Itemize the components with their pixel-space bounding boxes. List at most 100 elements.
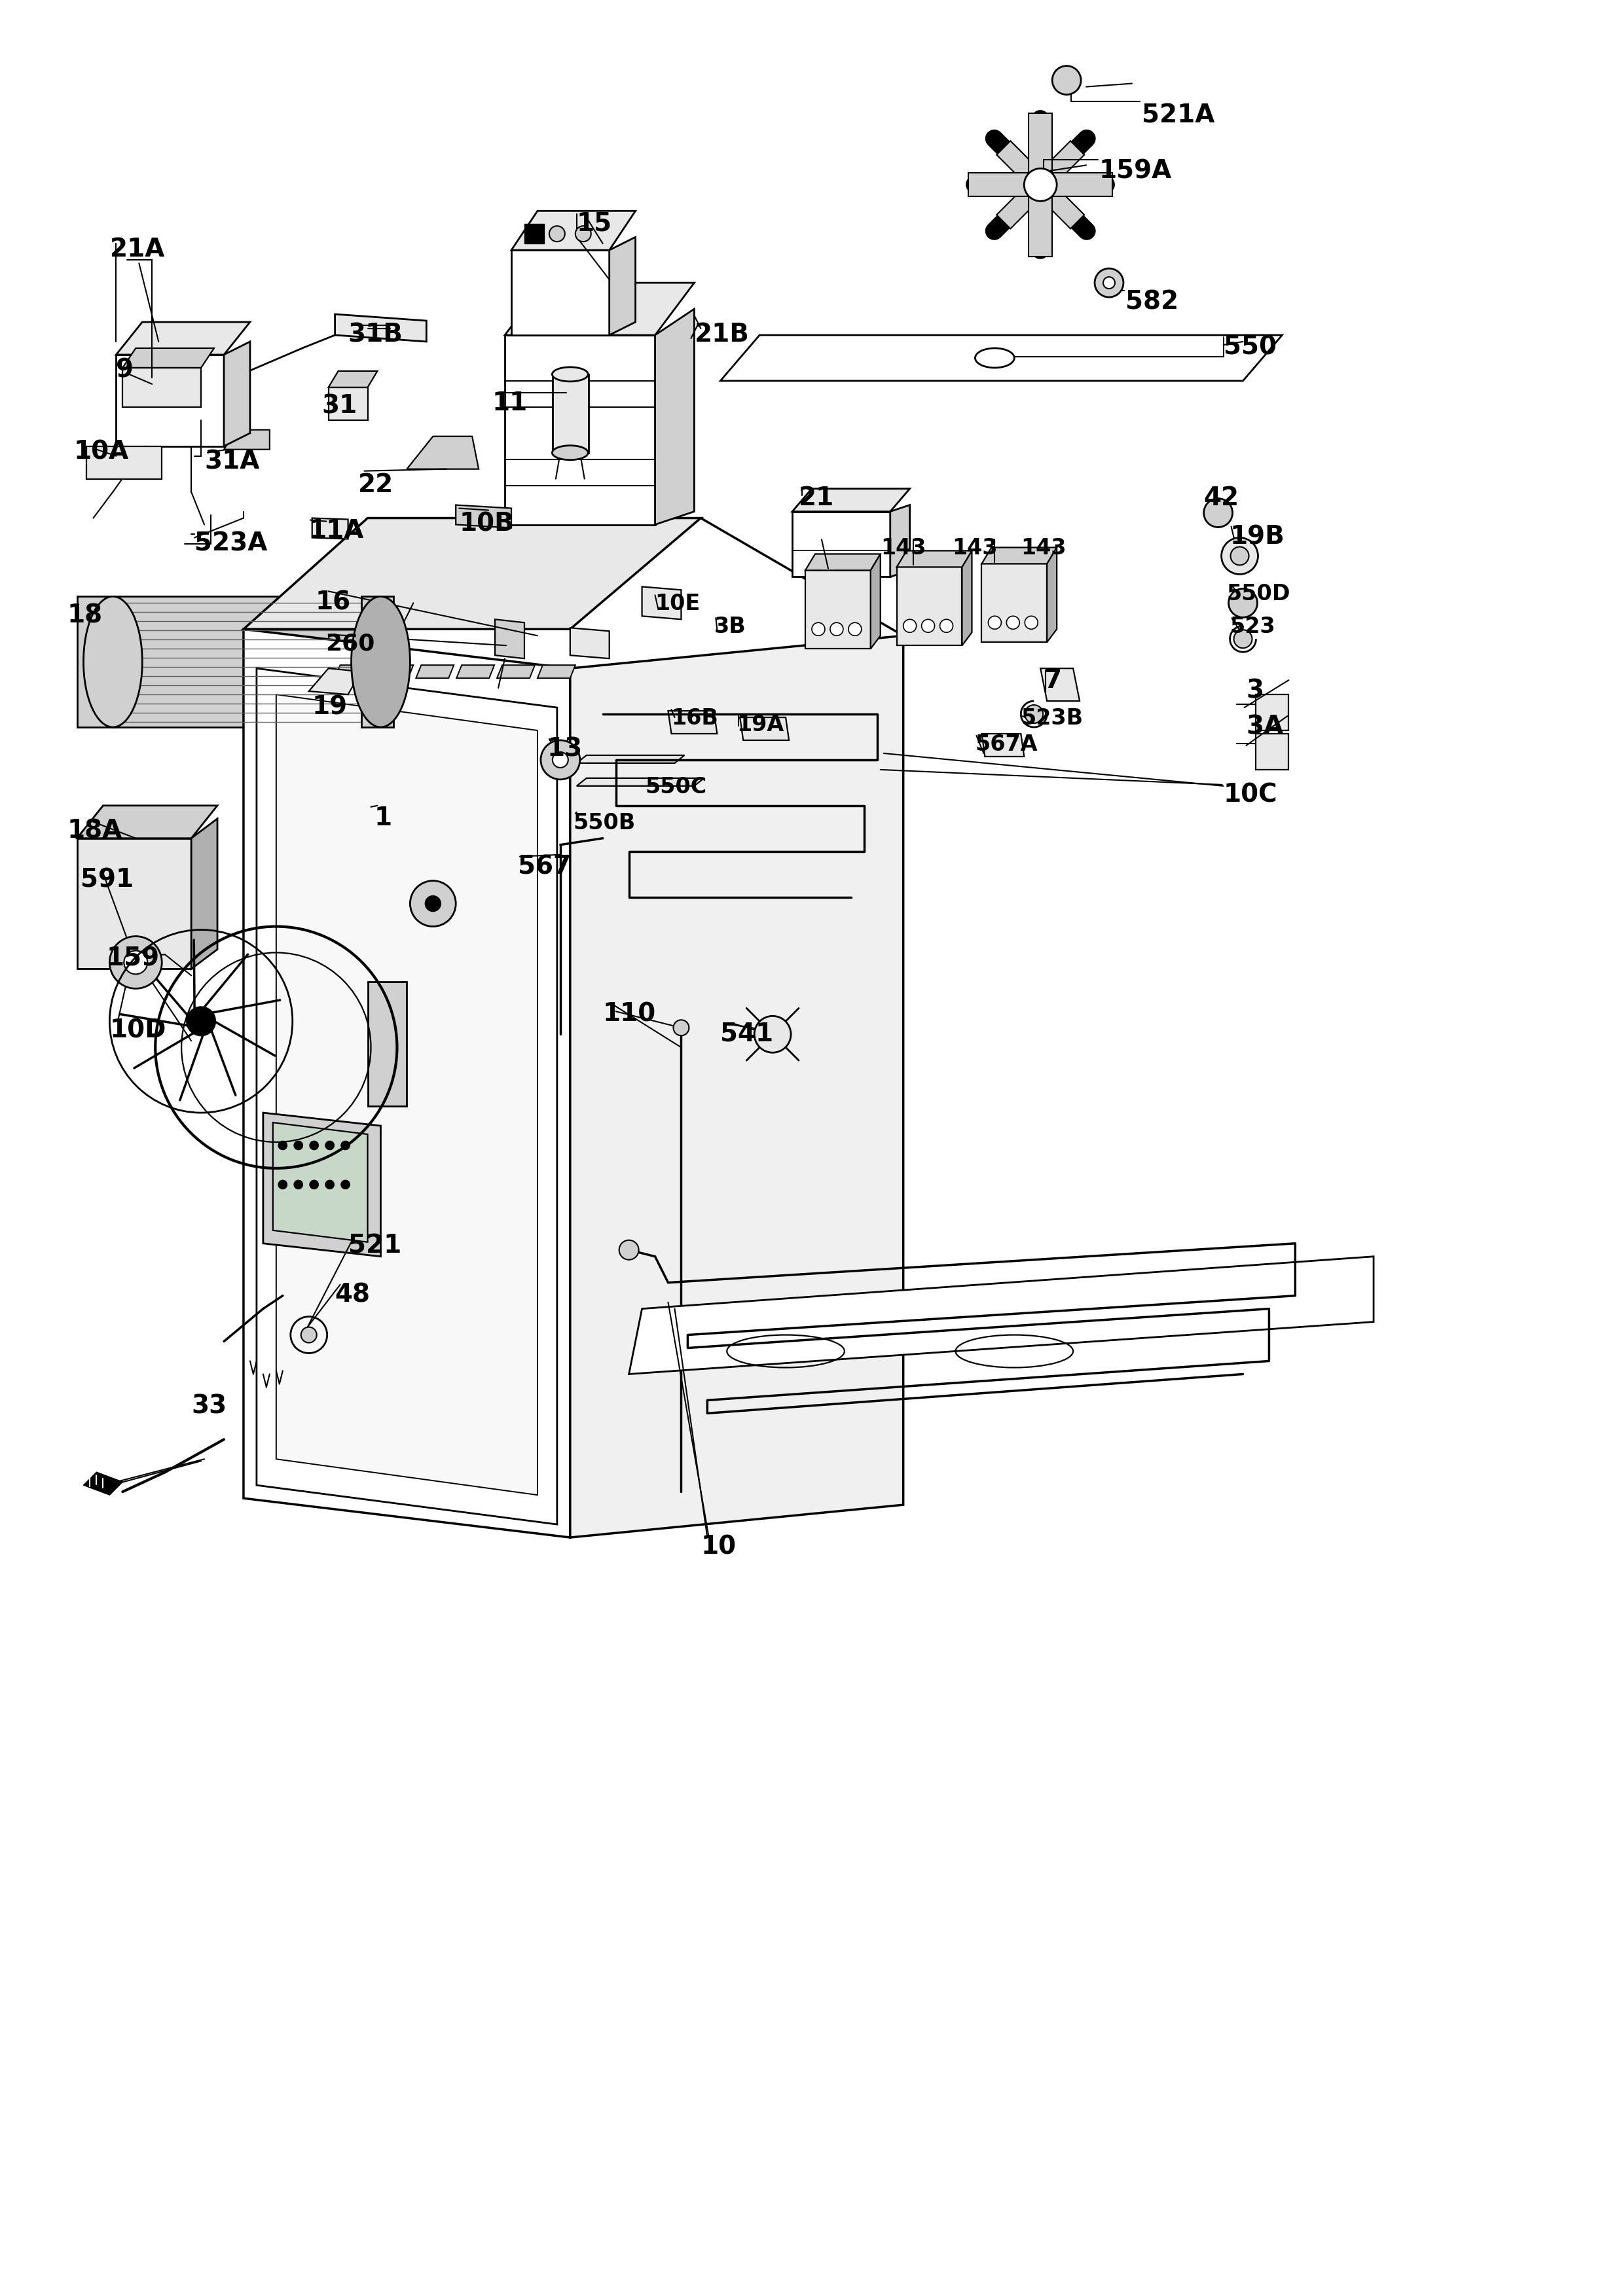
Polygon shape [898,551,972,567]
Text: 550C: 550C [646,776,708,797]
Polygon shape [192,820,217,969]
Text: 541: 541 [721,1022,774,1047]
Polygon shape [792,489,911,512]
Text: 10C: 10C [1224,783,1277,808]
Polygon shape [721,335,1282,381]
Text: 11: 11 [492,390,527,416]
Polygon shape [86,445,162,480]
Polygon shape [76,838,192,969]
Polygon shape [334,666,373,677]
Polygon shape [256,668,557,1525]
Circle shape [922,620,935,631]
Circle shape [278,1180,287,1189]
Text: 521A: 521A [1141,103,1214,129]
Circle shape [187,1008,216,1035]
Polygon shape [792,512,889,576]
Circle shape [618,1240,639,1261]
Text: 10A: 10A [73,439,128,464]
Text: 1: 1 [375,806,391,831]
Text: 18: 18 [67,604,102,627]
Text: 591: 591 [80,868,133,893]
Circle shape [540,739,579,778]
Text: 19B: 19B [1230,523,1285,549]
Polygon shape [497,666,536,677]
Polygon shape [898,567,962,645]
Circle shape [1006,615,1019,629]
Text: 550D: 550D [1227,583,1290,606]
Text: 567A: 567A [975,735,1037,755]
Circle shape [1230,546,1248,565]
Circle shape [1233,629,1251,647]
Text: 42: 42 [1204,484,1240,510]
Circle shape [310,1141,318,1150]
Circle shape [1222,537,1258,574]
Text: 21B: 21B [695,321,750,347]
Polygon shape [609,236,636,335]
Polygon shape [456,666,495,677]
Circle shape [294,1180,304,1189]
Polygon shape [224,342,250,445]
Polygon shape [511,211,636,250]
Circle shape [411,882,456,928]
Ellipse shape [351,597,411,728]
Circle shape [674,1019,690,1035]
Polygon shape [263,1114,381,1256]
Text: 550B: 550B [573,813,636,833]
Text: 31: 31 [321,395,357,418]
Circle shape [278,1141,287,1150]
Circle shape [110,937,162,990]
Polygon shape [328,372,378,388]
Polygon shape [669,712,717,735]
Bar [524,225,544,243]
Polygon shape [456,505,511,528]
Text: 521: 521 [347,1233,401,1258]
Polygon shape [570,636,904,1538]
Polygon shape [1256,735,1289,769]
Text: 143: 143 [953,537,998,560]
Circle shape [1024,168,1057,202]
Circle shape [755,1017,790,1052]
Text: 523B: 523B [1021,707,1083,730]
Polygon shape [243,519,701,629]
Polygon shape [123,349,214,367]
Polygon shape [76,806,217,838]
Text: 260: 260 [325,631,375,654]
Text: 19A: 19A [737,714,784,735]
Bar [368,983,407,1107]
Text: 48: 48 [334,1283,370,1306]
Polygon shape [505,335,656,523]
Text: 143: 143 [880,537,925,560]
Polygon shape [308,668,360,693]
Text: 7: 7 [1044,668,1061,693]
Circle shape [425,895,441,912]
Text: 31A: 31A [204,450,260,475]
Circle shape [341,1141,351,1150]
Polygon shape [415,666,454,677]
Polygon shape [982,735,1024,758]
Polygon shape [656,310,695,523]
Text: 523A: 523A [195,530,268,556]
Polygon shape [870,553,880,650]
Text: 21: 21 [799,484,834,510]
Polygon shape [982,565,1047,643]
Circle shape [310,1180,318,1189]
Circle shape [1104,278,1115,289]
Text: 33: 33 [192,1394,227,1419]
Text: 10E: 10E [656,592,701,615]
Polygon shape [576,778,704,785]
Circle shape [325,1141,334,1150]
Polygon shape [505,282,695,335]
Circle shape [904,620,917,631]
Polygon shape [570,627,609,659]
Polygon shape [997,140,1084,230]
Text: 110: 110 [602,1001,656,1026]
Polygon shape [123,367,201,406]
Text: 11A: 11A [308,519,364,542]
Circle shape [1204,498,1232,528]
Polygon shape [969,172,1112,197]
Polygon shape [117,354,224,445]
Polygon shape [1256,693,1289,730]
Text: 13: 13 [547,737,583,762]
Bar [114,597,381,728]
Bar [360,597,394,728]
